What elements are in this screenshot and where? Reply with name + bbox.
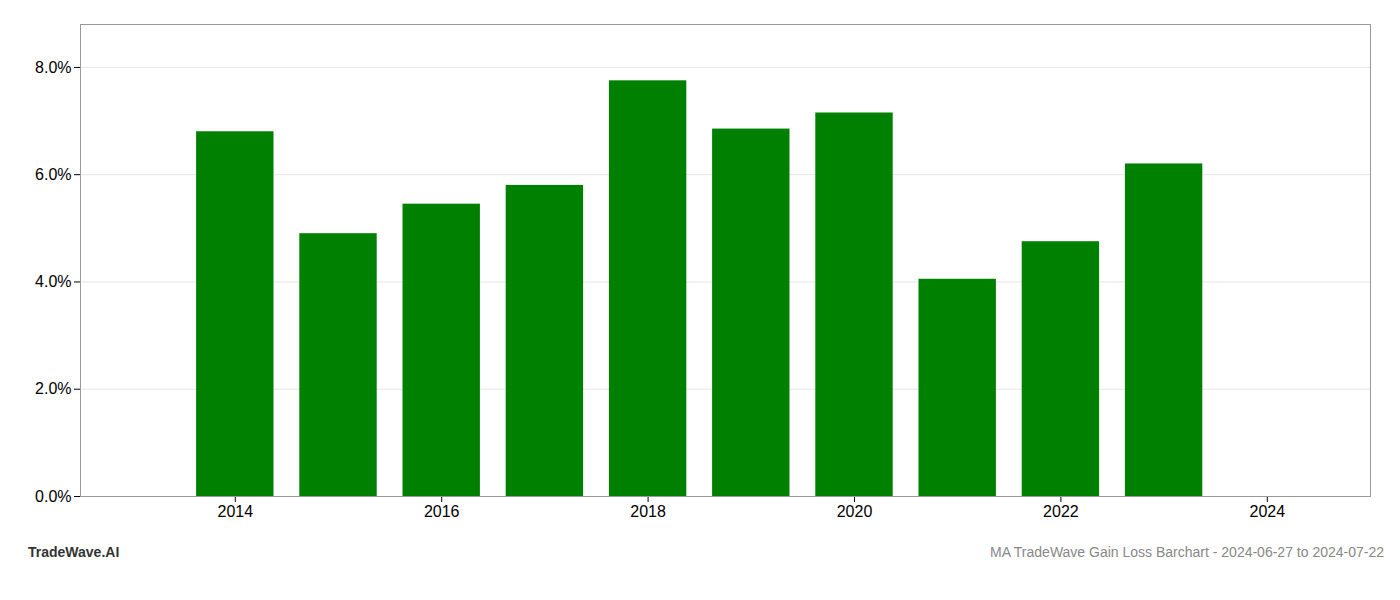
html-text:TradeWave.AI: TradeWave.AI (28, 544, 120, 560)
svg-text:4.0%: 4.0% (35, 273, 71, 290)
svg-text:2022: 2022 (1043, 503, 1079, 520)
svg-text:8.0%: 8.0% (35, 59, 71, 76)
svg-text:6.0%: 6.0% (35, 166, 71, 183)
svg-text:2020: 2020 (837, 503, 873, 520)
svg-text:2018: 2018 (630, 503, 666, 520)
html-text:MA TradeWave Gain Loss Barchar: MA TradeWave Gain Loss Barchart - 2024-0… (990, 544, 1384, 560)
svg-text:0.0%: 0.0% (35, 488, 71, 505)
svg-text:2014: 2014 (218, 503, 254, 520)
svg-text:2016: 2016 (424, 503, 460, 520)
svg-text:2.0%: 2.0% (35, 380, 71, 397)
svg-text:2024: 2024 (1250, 503, 1286, 520)
